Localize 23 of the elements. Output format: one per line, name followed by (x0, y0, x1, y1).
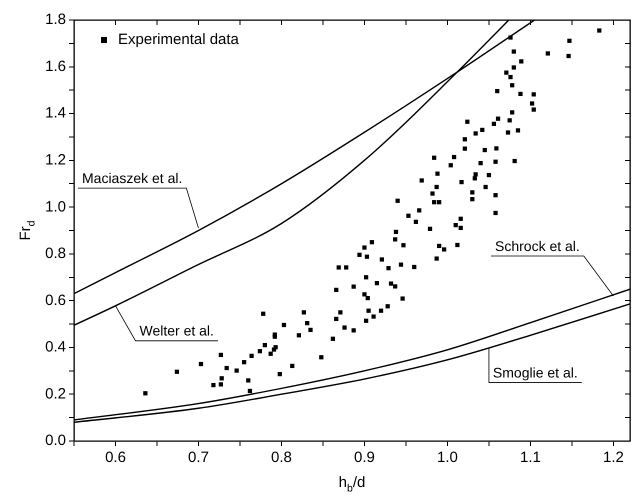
y-tick-label: 1.6 (45, 58, 66, 75)
y-tick-label: 0.2 (45, 385, 66, 402)
text: 1.0 (45, 198, 66, 216)
annotation: Smoglie et al. (492, 364, 578, 380)
x-tick-label: 1.1 (520, 449, 541, 466)
text: 1.0 (437, 449, 458, 466)
y-tick-label: 1.2 (45, 151, 66, 168)
y-axis-title: Frd (17, 220, 38, 240)
x-tick-label: 1.2 (602, 449, 624, 466)
legend-label: Experimental data (118, 31, 240, 48)
annotation: Maciaszek et al. (82, 170, 182, 186)
x-tick-label: 0.7 (188, 449, 209, 466)
x-tick-label: 0.6 (105, 449, 126, 466)
x-tick-label: 0.9 (354, 449, 375, 466)
text: 0.0 (45, 432, 66, 450)
y-tick-label: 1.4 (45, 104, 66, 122)
x-tick-label: 0.8 (271, 449, 292, 466)
y-tick-label: 0.6 (45, 292, 66, 309)
annotation: Schrock et al. (494, 238, 580, 254)
y-tick-label: 0.4 (45, 338, 66, 356)
annotation: Welter et al. (139, 322, 214, 339)
y-tick-label: 0.8 (45, 245, 66, 262)
y-tick-label: 1.8 (45, 11, 66, 28)
